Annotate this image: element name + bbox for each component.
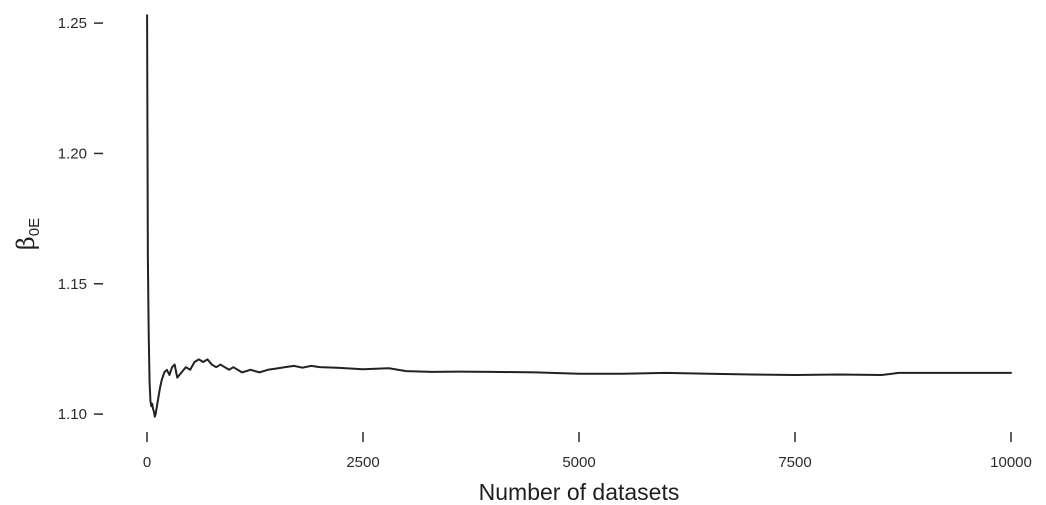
y-axis-title-subscript: 0E [26, 218, 43, 236]
x-tick-label: 10000 [990, 454, 1032, 471]
x-tick-label: 5000 [562, 454, 595, 471]
y-tick-label: 1.25 [58, 15, 87, 32]
y-tick-label: 1.20 [58, 145, 87, 162]
x-tick-label: 0 [143, 454, 151, 471]
y-tick-label: 1.15 [58, 276, 87, 293]
y-axis: 1.10 1.15 1.20 1.25 [58, 15, 103, 423]
y-axis-title-symbol: β [12, 236, 40, 250]
x-axis: 0 2500 5000 7500 10000 [143, 432, 1032, 471]
x-tick-label: 7500 [778, 454, 811, 471]
x-tick-label: 2500 [346, 454, 379, 471]
x-axis-title: Number of datasets [479, 479, 680, 505]
series-line [147, 15, 1011, 416]
y-axis-title: β0E [12, 218, 43, 250]
y-tick-label: 1.10 [58, 406, 87, 423]
